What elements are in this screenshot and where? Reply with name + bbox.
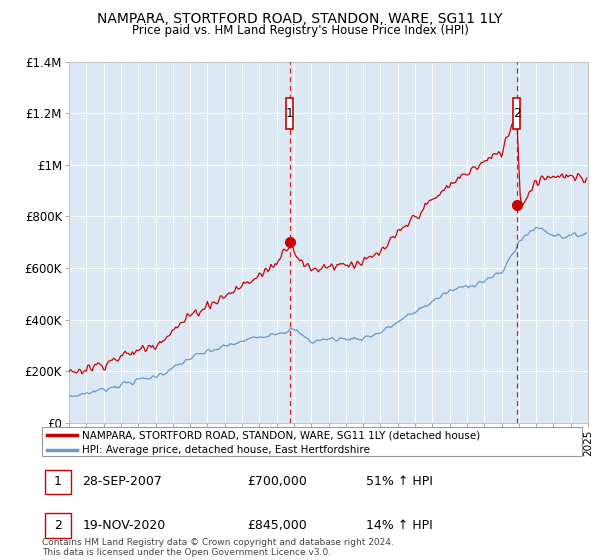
Text: 2: 2 (54, 519, 62, 532)
Text: 1: 1 (286, 107, 293, 120)
FancyBboxPatch shape (42, 427, 582, 456)
FancyBboxPatch shape (513, 97, 520, 129)
Text: 1: 1 (54, 475, 62, 488)
Text: £700,000: £700,000 (247, 475, 307, 488)
FancyBboxPatch shape (45, 513, 71, 538)
Text: £845,000: £845,000 (247, 519, 307, 532)
FancyBboxPatch shape (45, 470, 71, 494)
Text: HPI: Average price, detached house, East Hertfordshire: HPI: Average price, detached house, East… (83, 445, 370, 455)
Text: 14% ↑ HPI: 14% ↑ HPI (366, 519, 433, 532)
Text: 51% ↑ HPI: 51% ↑ HPI (366, 475, 433, 488)
Text: Contains HM Land Registry data © Crown copyright and database right 2024.
This d: Contains HM Land Registry data © Crown c… (42, 538, 394, 557)
Text: 2: 2 (513, 107, 521, 120)
Text: NAMPARA, STORTFORD ROAD, STANDON, WARE, SG11 1LY (detached house): NAMPARA, STORTFORD ROAD, STANDON, WARE, … (83, 431, 481, 440)
Text: NAMPARA, STORTFORD ROAD, STANDON, WARE, SG11 1LY: NAMPARA, STORTFORD ROAD, STANDON, WARE, … (97, 12, 503, 26)
FancyBboxPatch shape (286, 97, 293, 129)
Text: 28-SEP-2007: 28-SEP-2007 (83, 475, 163, 488)
Text: Price paid vs. HM Land Registry's House Price Index (HPI): Price paid vs. HM Land Registry's House … (131, 24, 469, 37)
Text: 19-NOV-2020: 19-NOV-2020 (83, 519, 166, 532)
